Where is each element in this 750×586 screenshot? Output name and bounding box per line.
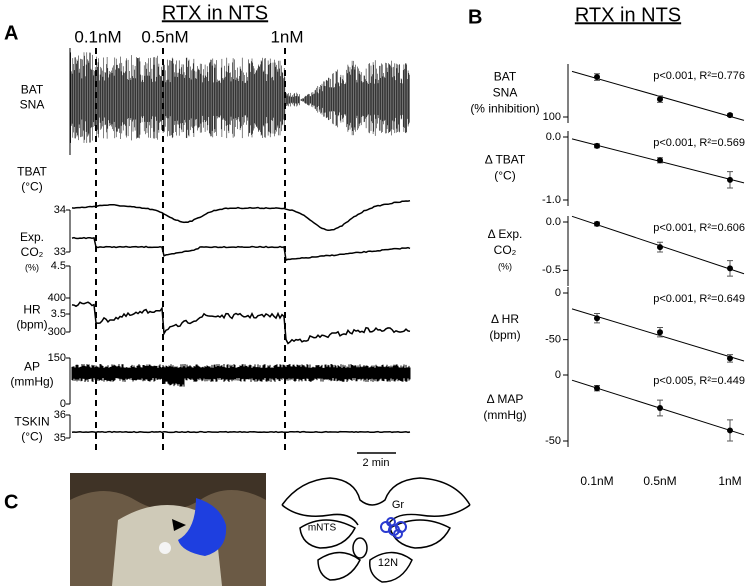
data-point xyxy=(594,74,600,81)
y-tick-label: 0.0 xyxy=(546,131,561,143)
trace-tick-label: 400 xyxy=(48,292,66,304)
data-point xyxy=(594,142,600,149)
data-point xyxy=(657,96,663,103)
data-point xyxy=(727,427,733,434)
stat-annotation: p<0.001, R²=0.649 xyxy=(653,293,745,305)
y-axis-label: (%) xyxy=(498,261,512,271)
dose-label: 0.1nM xyxy=(74,27,121,46)
trace-label: SNA xyxy=(20,98,45,112)
hr-trace xyxy=(71,301,411,345)
trace-label: (°C) xyxy=(21,430,42,444)
dose-label: 1nM xyxy=(270,27,303,46)
trace-tick-label: 36 xyxy=(54,409,66,421)
trace-tick-label: 4.5 xyxy=(51,260,66,272)
trace-tick-label: 35 xyxy=(54,432,66,444)
y-axis-label: BAT xyxy=(494,70,517,84)
y-tick-label: -50 xyxy=(545,334,561,346)
x-tick-label: 1nM xyxy=(718,474,741,488)
trace-tick-label: 0 xyxy=(60,398,66,410)
tbat-trace xyxy=(71,199,411,232)
stat-annotation: p<0.001, R²=0.606 xyxy=(653,222,745,234)
y-axis-label: (mmHg) xyxy=(483,408,526,422)
y-tick-label: -50 xyxy=(545,435,561,447)
y-tick-label: 0 xyxy=(555,287,561,299)
data-point xyxy=(594,315,600,322)
trace-tick-label: 150 xyxy=(48,352,66,364)
y-axis-label: SNA xyxy=(493,86,518,100)
y-axis-label: Δ TBAT xyxy=(485,153,526,167)
ap-trace xyxy=(71,364,411,387)
dose-label: 0.5nM xyxy=(141,27,188,46)
y-tick-label: -1.0 xyxy=(542,194,561,206)
data-point xyxy=(727,265,733,272)
y-axis-label: (bpm) xyxy=(489,328,520,342)
trace-label: (mmHg) xyxy=(10,375,53,389)
y-tick-label: 0.0 xyxy=(546,216,561,228)
trace-label: HR xyxy=(23,303,41,317)
y-axis-label: CO₂ xyxy=(494,243,517,257)
panel-label: B xyxy=(468,6,482,28)
panel-title: RTX in NTS xyxy=(575,4,681,26)
data-point xyxy=(657,405,663,411)
trace-label: TBAT xyxy=(17,165,47,179)
diagram-label: 12N xyxy=(378,557,398,569)
co2-trace xyxy=(71,236,411,262)
y-axis-label: Δ HR xyxy=(491,312,519,326)
x-tick-label: 0.5nM xyxy=(643,474,676,488)
data-point xyxy=(594,220,600,227)
brainstem-diagram xyxy=(281,477,471,583)
data-point xyxy=(594,385,600,392)
trace-label: (°C) xyxy=(21,180,42,194)
panel-title: RTX in NTS xyxy=(162,2,268,24)
trace-label: Exp. xyxy=(20,230,44,244)
histology-photo xyxy=(70,473,266,586)
panel-label: A xyxy=(4,22,18,44)
data-point xyxy=(657,157,663,164)
y-axis-label: Δ Exp. xyxy=(488,227,523,241)
diagram-label: Gr xyxy=(392,499,405,511)
stat-annotation: p<0.001, R²=0.776 xyxy=(653,70,745,82)
trace-tick-label: 34 xyxy=(54,204,66,216)
y-tick-label: 100 xyxy=(543,111,561,123)
trace-label: TSKIN xyxy=(14,415,49,429)
data-point xyxy=(657,329,663,336)
y-axis-label: (% inhibition) xyxy=(470,102,539,116)
data-point xyxy=(727,355,733,362)
regression-line xyxy=(571,308,745,362)
data-point xyxy=(657,244,663,251)
y-tick-label: -0.5 xyxy=(542,264,561,276)
y-tick-label: 0 xyxy=(555,369,561,381)
trace-tick-label: 33 xyxy=(54,246,66,258)
trace-label: (bpm) xyxy=(16,318,47,332)
trace-label: BAT xyxy=(21,83,44,97)
y-axis-label: (°C) xyxy=(494,169,515,183)
trace-tick-label: 300 xyxy=(48,326,66,338)
bat-sna-trace xyxy=(69,52,410,143)
stat-annotation: p<0.005, R²=0.449 xyxy=(653,375,745,387)
scale-bar-label: 2 min xyxy=(363,457,390,469)
x-tick-label: 0.1nM xyxy=(580,474,613,488)
tskin-trace xyxy=(71,430,411,434)
trace-label: CO₂ xyxy=(21,245,44,259)
data-point xyxy=(727,112,733,119)
data-point xyxy=(727,176,733,183)
trace-label: AP xyxy=(24,360,40,374)
trace-tick-label: 3.5 xyxy=(51,308,66,320)
stat-annotation: p<0.001, R²=0.569 xyxy=(653,137,745,149)
y-axis-label: Δ MAP xyxy=(487,392,524,406)
trace-label: (%) xyxy=(25,262,39,272)
diagram-label: mNTS xyxy=(308,523,337,534)
panel-label: C xyxy=(4,491,18,513)
